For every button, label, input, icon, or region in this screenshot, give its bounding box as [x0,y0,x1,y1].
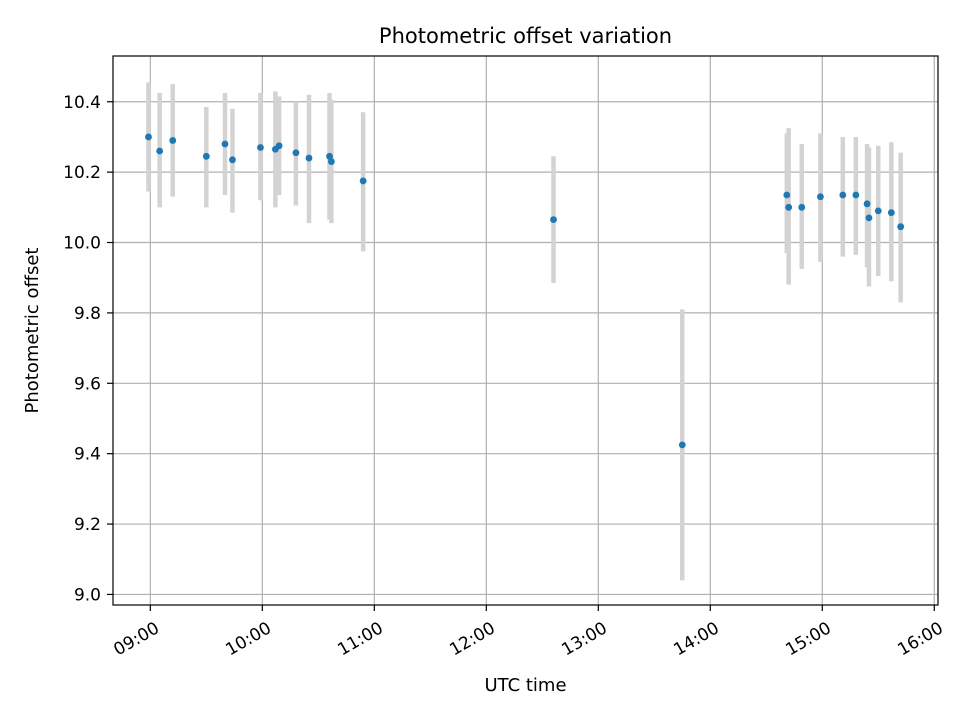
y-tick-label: 9.4 [74,445,101,465]
data-point [863,200,871,208]
data-point [839,191,847,199]
y-axis-label: Photometric offset [22,248,43,414]
y-tick-label: 9.0 [74,585,101,605]
data-point [221,140,229,148]
data-point [359,177,367,185]
data-point [785,203,793,211]
data-point [156,147,164,155]
data-point [874,207,882,215]
y-axis-ticks: 9.0 9.2 9.4 9.6 9.8 10.0 10.2 10.4 [63,93,113,605]
y-tick-label: 10.2 [63,163,101,183]
x-tick-label: 16:00 [894,618,946,660]
data-point [169,137,177,144]
x-tick-label: 15:00 [782,618,834,660]
data-point [783,191,791,199]
x-axis-label: UTC time [484,675,566,696]
data-point [817,193,824,201]
y-tick-label: 10.0 [63,234,101,254]
x-tick-label: 09:00 [110,618,162,660]
y-tick-label: 9.6 [74,374,101,394]
data-point [229,156,236,164]
y-tick-label: 9.2 [74,515,101,535]
x-tick-label: 14:00 [670,618,722,660]
y-tick-label: 9.8 [74,304,101,324]
data-point [550,216,557,224]
data-point [326,152,333,160]
x-axis-ticks: 09:00 10:00 11:00 12:00 13:00 14:00 15:00 16:00 [110,605,947,660]
data-point [897,223,905,231]
x-tick-label: 10:00 [222,618,274,660]
x-tick-label: 13:00 [558,618,610,660]
plot-area-frame [112,55,939,606]
data-point [257,144,264,151]
data-point [292,149,300,157]
data-point [145,133,152,141]
data-point [305,154,313,162]
data-point [852,191,860,199]
data-point [678,441,686,449]
data-point [798,203,806,211]
data-point [887,209,895,217]
data-point [275,142,283,150]
data-point [865,214,873,222]
grid [113,56,938,605]
chart-title: Photometric offset variation [379,24,672,48]
data-point [202,152,210,160]
x-tick-label: 11:00 [334,618,386,660]
y-tick-label: 10.4 [63,93,101,113]
data-points [145,133,905,449]
error-bars [146,82,903,581]
data-point [327,158,335,165]
x-tick-label: 12:00 [446,618,498,660]
